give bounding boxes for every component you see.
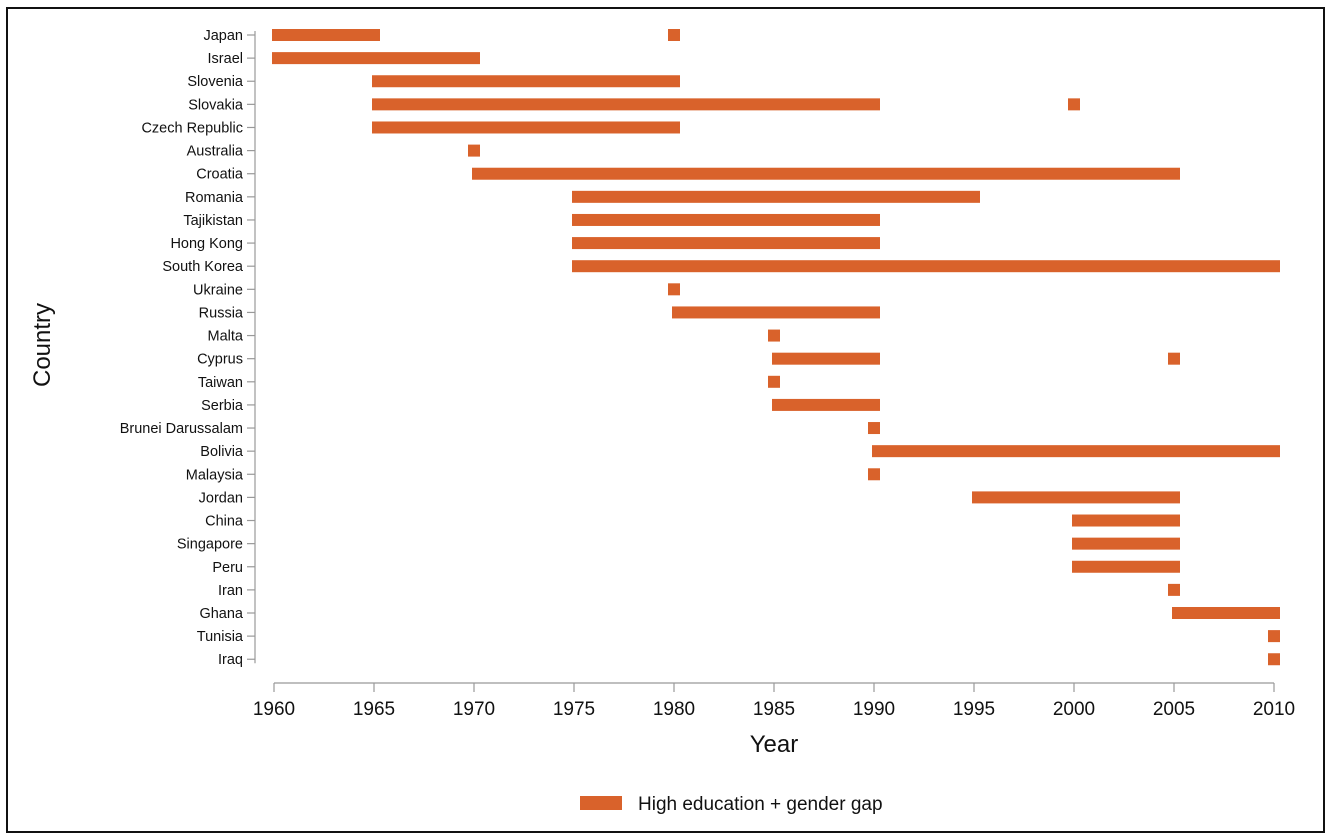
x-tick-label: 2010 bbox=[1253, 699, 1295, 720]
y-tick-label: Australia bbox=[187, 144, 244, 160]
y-tick-label: Brunei Darussalam bbox=[120, 421, 243, 437]
x-tick-label: 2000 bbox=[1053, 699, 1095, 720]
y-tick-label: Jordan bbox=[199, 490, 243, 506]
x-axis-title: Year bbox=[750, 731, 799, 758]
y-axis: Japan Israel Slovenia Slovakia Czech Republi… bbox=[120, 28, 256, 668]
x-tick-label: 1965 bbox=[353, 699, 395, 720]
bar-segment bbox=[468, 144, 480, 157]
bar-segment bbox=[1068, 98, 1080, 111]
y-tick-label: Iran bbox=[218, 583, 243, 599]
y-tick-label: Israel bbox=[208, 51, 243, 67]
bar-segment bbox=[972, 491, 1180, 504]
y-axis-title: Country bbox=[29, 303, 56, 387]
x-tick-label: 1995 bbox=[953, 699, 995, 720]
y-tick-label: Malaysia bbox=[186, 467, 244, 483]
y-tick-label: Cyprus bbox=[197, 352, 243, 368]
bar-segment bbox=[372, 98, 880, 111]
legend: High education + gender gap bbox=[580, 794, 883, 815]
y-tick-label: Malta bbox=[208, 329, 244, 345]
bar-segment bbox=[772, 398, 880, 411]
bar-segment bbox=[1268, 653, 1280, 666]
y-tick-label: South Korea bbox=[162, 259, 244, 275]
y-tick-label: Iraq bbox=[218, 652, 243, 668]
bar-segment bbox=[868, 468, 880, 481]
y-tick-label: Japan bbox=[203, 28, 243, 44]
x-tick-label: 1970 bbox=[453, 699, 495, 720]
y-tick-label: Serbia bbox=[201, 398, 244, 414]
bar-segment bbox=[272, 29, 380, 41]
y-tick-label: Slovenia bbox=[187, 74, 244, 90]
bar-segment bbox=[472, 167, 1180, 180]
x-axis: 1960 1965 1970 1975 1980 1985 1990 1995 2000 2005… bbox=[253, 682, 1295, 720]
bar-segment bbox=[668, 283, 680, 296]
chart-frame bbox=[6, 7, 1325, 833]
y-tick-label: Ghana bbox=[199, 606, 243, 622]
y-tick-label: Tunisia bbox=[197, 629, 244, 645]
y-tick-label: Slovakia bbox=[188, 97, 244, 113]
bar-segment bbox=[768, 375, 780, 388]
bar-segment bbox=[1072, 537, 1180, 550]
bar-segment bbox=[272, 52, 480, 65]
y-tick-label: Singapore bbox=[177, 537, 243, 553]
bar-segment bbox=[372, 121, 680, 134]
x-tick-label: 2005 bbox=[1153, 699, 1195, 720]
bar-segment bbox=[772, 352, 880, 365]
bar-segment bbox=[1072, 514, 1180, 527]
x-tick-label: 1975 bbox=[553, 699, 595, 720]
x-tick-label: 1990 bbox=[853, 699, 895, 720]
x-tick-label: 1980 bbox=[653, 699, 695, 720]
bar-segment bbox=[1168, 352, 1180, 365]
bar-segment bbox=[1268, 630, 1280, 643]
bar-segment bbox=[1072, 560, 1180, 573]
bar-segment bbox=[572, 237, 880, 250]
y-tick-label: China bbox=[205, 514, 244, 530]
bar-segment bbox=[668, 29, 680, 41]
y-tick-label: Bolivia bbox=[200, 444, 244, 460]
y-tick-label: Romania bbox=[185, 190, 244, 206]
legend-label: High education + gender gap bbox=[638, 794, 883, 815]
bar-segment bbox=[572, 213, 880, 226]
bar-segment bbox=[372, 75, 680, 88]
bar-segment bbox=[872, 445, 1280, 458]
bar-segment bbox=[1172, 607, 1280, 619]
y-tick-label: Taiwan bbox=[198, 375, 243, 391]
x-tick-label: 1985 bbox=[753, 699, 795, 720]
y-tick-label: Russia bbox=[199, 305, 244, 321]
y-tick-label: Peru bbox=[212, 560, 243, 576]
legend-swatch bbox=[580, 796, 622, 810]
y-tick-label: Tajikistan bbox=[183, 213, 243, 229]
y-tick-label: Czech Republic bbox=[141, 120, 243, 136]
bar-segment bbox=[572, 260, 1280, 273]
bar-segment bbox=[672, 306, 880, 319]
y-tick-label: Ukraine bbox=[193, 282, 243, 298]
y-tick-label: Croatia bbox=[196, 167, 244, 183]
bar-segment bbox=[868, 422, 880, 435]
bar-segment bbox=[768, 329, 780, 342]
bars-layer bbox=[272, 29, 1280, 666]
bar-segment bbox=[572, 190, 980, 203]
x-tick-label: 1960 bbox=[253, 699, 295, 720]
y-tick-label: Hong Kong bbox=[170, 236, 243, 252]
bar-segment bbox=[1168, 583, 1180, 596]
